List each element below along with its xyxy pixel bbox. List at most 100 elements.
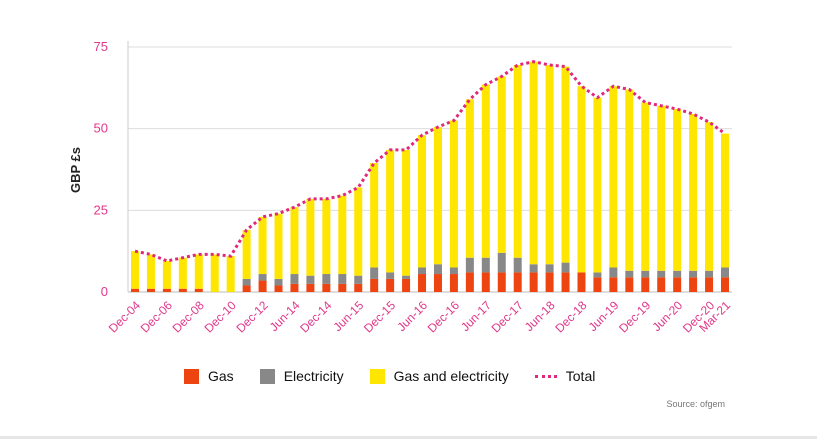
- bar-electricity: [465, 257, 474, 273]
- x-tick-label: Dec-04: [106, 298, 143, 335]
- bar-gas: [131, 288, 139, 292]
- bar-electricity: [673, 270, 682, 278]
- bar-gas: [545, 272, 554, 292]
- x-tick-label: Jun-17: [458, 298, 494, 334]
- bar-gas: [370, 278, 379, 292]
- bar-electricity: [561, 262, 570, 273]
- bar-gas-and-electricity: [657, 105, 666, 271]
- bar-electricity: [529, 264, 538, 273]
- x-tick-label: Jun-14: [267, 298, 303, 334]
- source-note: Source: ofgem: [666, 399, 725, 409]
- bar-gas-and-electricity: [561, 66, 570, 263]
- bar-electricity: [513, 257, 522, 273]
- bar-gas-and-electricity: [162, 260, 171, 289]
- bar-electricity: [641, 270, 650, 278]
- legend: Gas Electricity Gas and electricity Tota…: [184, 368, 621, 384]
- bar-electricity: [433, 264, 442, 275]
- bar-electricity: [593, 272, 602, 278]
- bar-gas: [194, 288, 203, 292]
- x-tick-label: Dec-06: [138, 298, 175, 335]
- legend-label-total: Total: [565, 368, 596, 384]
- bar-gas-and-electricity: [370, 162, 379, 268]
- bar-gas-and-electricity: [465, 99, 474, 258]
- bar-gas-and-electricity: [386, 149, 395, 273]
- bar-electricity: [402, 275, 411, 279]
- bar-electricity: [418, 267, 427, 275]
- bar-electricity: [338, 274, 347, 284]
- bar-gas-and-electricity: [721, 133, 729, 268]
- bottom-divider: [0, 436, 817, 439]
- bar-gas-and-electricity: [354, 187, 363, 276]
- bar-electricity: [657, 270, 666, 278]
- x-tick-label: Dec-17: [489, 298, 526, 335]
- bar-gas-and-electricity: [641, 102, 650, 271]
- bar-gas: [513, 272, 522, 292]
- bar-gas-and-electricity: [689, 113, 698, 271]
- bar-gas: [593, 277, 602, 292]
- bar-electricity: [258, 274, 267, 281]
- bar-gas: [146, 288, 155, 292]
- bar-electricity: [705, 270, 714, 278]
- x-tick-label: Dec-19: [616, 298, 653, 335]
- bar-gas: [657, 277, 666, 292]
- y-axis-ticks: 0 25 50 75: [94, 39, 108, 299]
- bar-electricity: [481, 257, 490, 273]
- y-axis-label: GBP £s: [68, 147, 83, 193]
- bar-gas-and-electricity: [194, 254, 203, 289]
- x-tick-label: Dec-18: [552, 298, 589, 335]
- bar-gas-and-electricity: [705, 122, 714, 271]
- bar-electricity: [721, 267, 729, 278]
- legend-swatch-gas-and-electricity: [369, 368, 385, 384]
- bar-gas: [354, 283, 363, 292]
- bar-gas: [465, 272, 474, 292]
- bar-gas: [721, 277, 729, 292]
- legend-label-gas-and-electricity: Gas and electricity: [393, 368, 509, 384]
- bar-gas-and-electricity: [290, 207, 299, 275]
- bars: [131, 61, 729, 292]
- bar-gas-and-electricity: [178, 257, 187, 289]
- bar-gas-and-electricity: [210, 254, 219, 292]
- bar-gas-and-electricity: [433, 127, 442, 265]
- bar-gas-and-electricity: [577, 86, 586, 273]
- legend-item-total: Total: [534, 368, 596, 384]
- bar-gas-and-electricity: [673, 109, 682, 271]
- bar-electricity: [386, 272, 395, 279]
- x-tick-label: Dec-10: [202, 298, 239, 335]
- bar-gas-and-electricity: [529, 61, 538, 265]
- bar-gas: [274, 285, 283, 292]
- x-tick-label: Jun-15: [331, 298, 367, 334]
- bar-gas: [625, 277, 634, 292]
- y-tick-label: 25: [94, 202, 108, 217]
- bar-gas-and-electricity: [402, 149, 411, 276]
- bar-gas-and-electricity: [545, 64, 554, 265]
- bar-gas-and-electricity: [226, 256, 235, 292]
- legend-swatch-gas: [184, 368, 199, 384]
- bar-gas: [162, 288, 171, 292]
- bar-electricity: [354, 275, 363, 284]
- y-tick-label: 75: [94, 39, 108, 54]
- bar-gas-and-electricity: [481, 84, 490, 258]
- legend-swatch-electricity: [259, 368, 275, 384]
- bar-gas: [689, 277, 698, 292]
- bar-electricity: [306, 275, 315, 284]
- bar-electricity: [609, 267, 618, 278]
- bar-gas-and-electricity: [609, 86, 618, 268]
- x-axis-ticks: Dec-04Dec-06Dec-08Dec-10Dec-12Jun-14Dec-…: [106, 298, 733, 335]
- bar-gas: [258, 280, 267, 292]
- bar-electricity: [497, 252, 506, 273]
- bar-gas-and-electricity: [338, 195, 347, 275]
- bar-electricity: [545, 264, 554, 273]
- bar-gas: [338, 283, 347, 292]
- bar-electricity: [290, 274, 299, 284]
- legend-item-gas: Gas: [184, 368, 234, 384]
- bar-gas-and-electricity: [513, 64, 522, 258]
- total-line: [134, 60, 726, 263]
- bar-gas-and-electricity: [306, 198, 315, 276]
- bar-gas-and-electricity: [593, 97, 602, 273]
- bar-gas-and-electricity: [274, 213, 283, 279]
- bar-electricity: [449, 267, 458, 275]
- bar-electricity: [625, 270, 634, 278]
- x-tick-label: Dec-14: [297, 298, 334, 335]
- bar-gas: [577, 272, 586, 292]
